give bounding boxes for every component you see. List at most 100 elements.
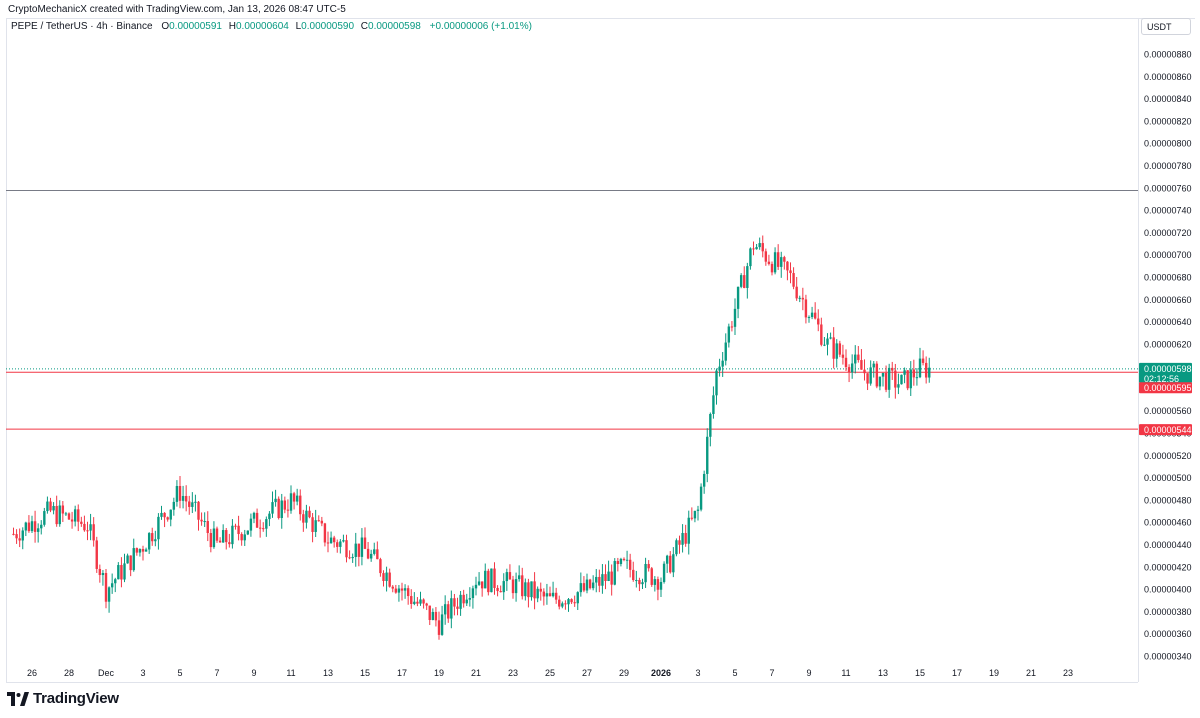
candle-body[interactable] xyxy=(826,338,829,345)
candle-body[interactable] xyxy=(829,337,832,339)
candle-body[interactable] xyxy=(98,568,102,576)
candle-body[interactable] xyxy=(271,502,274,514)
candle-body[interactable] xyxy=(499,591,502,593)
candle-body[interactable] xyxy=(157,516,160,540)
candle-body[interactable] xyxy=(684,532,687,544)
candle-body[interactable] xyxy=(709,413,712,437)
candle-body[interactable] xyxy=(502,581,505,593)
candle-body[interactable] xyxy=(184,495,188,502)
candle-body[interactable] xyxy=(850,363,854,373)
candle-body[interactable] xyxy=(30,521,34,532)
candle-body[interactable] xyxy=(289,493,293,511)
candle-body[interactable] xyxy=(49,501,52,511)
candle-body[interactable] xyxy=(881,372,885,377)
candle-body[interactable] xyxy=(921,358,925,363)
candle-body[interactable] xyxy=(514,579,518,594)
candle-body[interactable] xyxy=(27,522,31,532)
candle-body[interactable] xyxy=(175,486,179,502)
candle-body[interactable] xyxy=(847,367,851,373)
candle-body[interactable] xyxy=(841,354,845,358)
candle-body[interactable] xyxy=(234,525,237,527)
candle-body[interactable] xyxy=(317,520,320,522)
candle-body[interactable] xyxy=(308,510,311,518)
candle-body[interactable] xyxy=(394,588,398,593)
candle-body[interactable] xyxy=(712,395,715,414)
candle-body[interactable] xyxy=(40,524,43,529)
candles[interactable] xyxy=(12,235,931,640)
candle-body[interactable] xyxy=(277,498,280,519)
candle-body[interactable] xyxy=(172,501,176,510)
candle-body[interactable] xyxy=(403,588,407,591)
tradingview-logo[interactable]: TradingView xyxy=(7,690,119,707)
candle-body[interactable] xyxy=(231,525,234,545)
candle-body[interactable] xyxy=(114,579,117,584)
candle-body[interactable] xyxy=(73,509,77,522)
candle-body[interactable] xyxy=(758,243,761,248)
candle-body[interactable] xyxy=(912,369,916,378)
candle-body[interactable] xyxy=(366,548,370,559)
candle-body[interactable] xyxy=(345,540,348,558)
candle-body[interactable] xyxy=(524,582,527,597)
candle-body[interactable] xyxy=(641,582,644,585)
candle-body[interactable] xyxy=(228,542,231,545)
candle-body[interactable] xyxy=(696,509,700,511)
candle-body[interactable] xyxy=(545,593,549,597)
candle-body[interactable] xyxy=(83,523,86,531)
candle-body[interactable] xyxy=(80,521,83,524)
candle-body[interactable] xyxy=(582,583,586,591)
candle-body[interactable] xyxy=(739,275,743,287)
candle-body[interactable] xyxy=(894,370,897,388)
candle-body[interactable] xyxy=(416,601,419,604)
candle-body[interactable] xyxy=(397,588,401,593)
candle-body[interactable] xyxy=(613,561,616,585)
candle-body[interactable] xyxy=(141,549,145,552)
candle-body[interactable] xyxy=(477,581,481,585)
candle-body[interactable] xyxy=(863,369,866,374)
candle-body[interactable] xyxy=(659,581,663,590)
candle-body[interactable] xyxy=(240,534,243,541)
candle-body[interactable] xyxy=(117,565,120,580)
candle-body[interactable] xyxy=(718,366,721,371)
candle-body[interactable] xyxy=(55,505,58,525)
candle-body[interactable] xyxy=(363,537,367,549)
candle-body[interactable] xyxy=(431,611,435,620)
candle-body[interactable] xyxy=(77,509,80,522)
candle-body[interactable] xyxy=(89,524,92,531)
candle-body[interactable] xyxy=(326,542,330,544)
candle-body[interactable] xyxy=(376,549,379,560)
candle-body[interactable] xyxy=(132,548,135,571)
candle-body[interactable] xyxy=(107,587,111,602)
time-axis[interactable]: 26 28 Dec 3 5 7 9 11 13 15 17 19 21 23 25 27 29 2026 3 5 7 9 1… xyxy=(27,668,1073,678)
candle-body[interactable] xyxy=(480,581,484,589)
candle-body[interactable] xyxy=(628,559,632,570)
candle-body[interactable] xyxy=(52,505,55,511)
candle-body[interactable] xyxy=(135,548,139,553)
candle-body[interactable] xyxy=(835,343,838,359)
horizontal-levels[interactable] xyxy=(6,190,1138,430)
candle-body[interactable] xyxy=(413,601,416,604)
candle-body[interactable] xyxy=(484,570,487,589)
candle-body[interactable] xyxy=(736,286,740,309)
candle-body[interactable] xyxy=(595,576,598,583)
candle-body[interactable] xyxy=(120,565,123,580)
candle-body[interactable] xyxy=(169,509,172,520)
candle-body[interactable] xyxy=(24,522,28,531)
candle-body[interactable] xyxy=(687,517,690,544)
currency-selector[interactable]: USDT xyxy=(1141,18,1191,35)
candle-body[interactable] xyxy=(67,513,71,520)
candle-body[interactable] xyxy=(92,524,95,541)
candle-body[interactable] xyxy=(144,549,148,552)
candle-body[interactable] xyxy=(915,377,919,379)
candle-body[interactable] xyxy=(533,581,536,599)
candle-body[interactable] xyxy=(776,252,780,267)
candle-body[interactable] xyxy=(323,523,327,543)
candle-body[interactable] xyxy=(126,555,129,564)
candle-body[interactable] xyxy=(746,266,749,288)
candle-body[interactable] xyxy=(462,594,465,604)
candle-body[interactable] xyxy=(252,512,256,519)
candle-body[interactable] xyxy=(147,533,151,550)
candle-body[interactable] xyxy=(246,530,250,535)
candle-body[interactable] xyxy=(354,543,357,557)
candle-body[interactable] xyxy=(314,520,317,532)
candle-body[interactable] xyxy=(854,354,857,364)
